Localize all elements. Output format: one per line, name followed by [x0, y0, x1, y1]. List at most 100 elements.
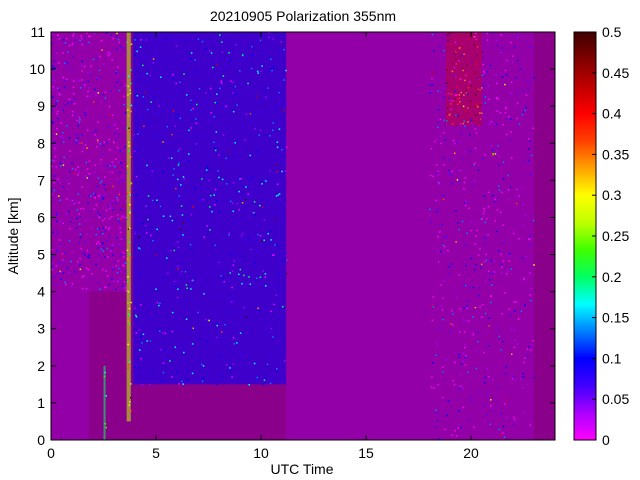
heatmap-speck: [216, 63, 218, 66]
heatmap-speck: [110, 203, 113, 205]
heatmap-speck: [208, 119, 210, 122]
heatmap-speck: [269, 169, 271, 172]
heatmap-speck: [240, 235, 243, 237]
heatmap-speck: [103, 217, 106, 219]
heatmap-speck: [249, 154, 251, 157]
heatmap-speck: [202, 170, 204, 173]
heatmap-speck: [135, 332, 138, 334]
heatmap-speck: [229, 200, 232, 203]
heatmap-speck: [456, 103, 459, 105]
heatmap-speck: [462, 75, 465, 78]
heatmap-speck: [526, 348, 529, 350]
heatmap-speck: [463, 202, 466, 204]
heatmap-speck: [481, 158, 484, 160]
heatmap-speck: [450, 263, 453, 265]
heatmap-speck: [476, 106, 479, 108]
heatmap-speck: [182, 234, 184, 236]
heatmap-speck: [482, 63, 484, 66]
y-axis-label: Altitude [km]: [5, 197, 21, 274]
heatmap-speck: [493, 259, 496, 262]
heatmap-speck: [480, 263, 483, 266]
heatmap-speck: [482, 405, 485, 407]
heatmap-speck: [117, 199, 119, 201]
heatmap-speck: [185, 94, 188, 96]
heatmap-speck: [259, 129, 262, 131]
y-tick-label: 3: [37, 321, 45, 337]
heatmap-speck: [63, 156, 65, 159]
heatmap-speck: [513, 232, 515, 235]
heatmap-speck: [97, 282, 99, 285]
heatmap-speck: [228, 52, 230, 54]
heatmap-speck: [480, 218, 483, 220]
heatmap-speck: [448, 169, 450, 172]
heatmap-speck: [97, 211, 99, 214]
heatmap-speck: [256, 376, 259, 379]
heatmap-speck: [78, 213, 80, 216]
heatmap-speck: [192, 206, 194, 208]
heatmap-speck: [129, 383, 132, 385]
heatmap-speck: [488, 345, 490, 347]
heatmap-speck: [270, 68, 273, 70]
heatmap-speck: [470, 257, 472, 260]
heatmap-speck: [172, 77, 175, 80]
heatmap-speck: [220, 355, 222, 357]
heatmap-speck: [107, 54, 110, 57]
heatmap-speck: [502, 432, 504, 434]
heatmap-speck: [464, 284, 467, 287]
heatmap-speck: [202, 199, 204, 201]
heatmap-speck: [214, 147, 216, 149]
heatmap-speck: [70, 101, 73, 104]
heatmap-speck: [162, 171, 164, 174]
heatmap-speck: [450, 103, 452, 105]
heatmap-speck: [101, 180, 103, 183]
heatmap-speck: [240, 353, 242, 355]
heatmap-speck: [170, 249, 172, 252]
heatmap-speck: [181, 348, 184, 350]
heatmap-speck: [273, 254, 275, 256]
heatmap-speck: [488, 98, 490, 101]
heatmap-speck: [481, 51, 483, 54]
heatmap-speck: [431, 33, 434, 36]
heatmap-speck: [140, 39, 142, 41]
heatmap-speck: [69, 150, 71, 152]
heatmap-speck: [93, 208, 96, 210]
heatmap-speck: [183, 351, 185, 354]
heatmap-speck: [270, 355, 272, 357]
heatmap-speck: [72, 251, 75, 254]
heatmap-speck: [435, 354, 437, 356]
heatmap-speck: [284, 170, 287, 172]
heatmap-speck: [171, 376, 173, 378]
heatmap-speck: [85, 287, 88, 290]
heatmap-speck: [82, 287, 84, 290]
heatmap-speck: [437, 261, 440, 263]
heatmap-speck: [453, 383, 456, 386]
heatmap-speck: [429, 91, 431, 94]
heatmap-speck: [67, 102, 69, 104]
heatmap-speck: [261, 183, 263, 185]
heatmap-speck: [439, 46, 441, 49]
heatmap-speck: [111, 200, 114, 202]
heatmap-speck: [51, 109, 53, 111]
heatmap-speck: [151, 199, 154, 202]
heatmap-speck: [442, 297, 444, 299]
colorbar-tick-label: 0.2: [602, 269, 622, 285]
heatmap-speck: [116, 127, 119, 130]
heatmap-speck: [148, 318, 151, 320]
heatmap-speck: [248, 241, 251, 244]
heatmap-speck: [105, 395, 107, 397]
heatmap-speck: [105, 226, 107, 229]
heatmap-speck: [125, 84, 127, 87]
heatmap-speck: [121, 149, 123, 152]
heatmap-speck: [243, 274, 245, 277]
heatmap-speck: [86, 233, 88, 235]
heatmap-speck: [451, 88, 454, 90]
heatmap-speck: [476, 229, 479, 232]
heatmap-speck: [259, 39, 262, 42]
heatmap-speck: [286, 259, 288, 262]
heatmap-speck: [463, 53, 465, 55]
heatmap-speck: [278, 128, 281, 130]
heatmap-speck: [62, 137, 64, 139]
heatmap-speck: [449, 99, 452, 102]
heatmap-speck: [108, 170, 111, 173]
heatmap-speck: [127, 367, 129, 369]
